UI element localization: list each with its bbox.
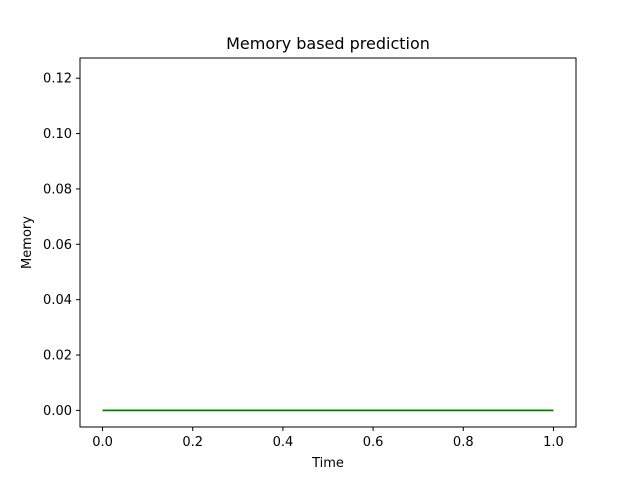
y-tick-label: 0.12 [43, 72, 72, 87]
x-tick-label: 0.6 [363, 435, 384, 450]
plot-area [79, 57, 577, 428]
x-tick-label: 0.2 [182, 435, 203, 450]
y-tick-label: 0.02 [43, 349, 72, 364]
y-tick-label: 0.00 [43, 404, 72, 419]
y-tick-label: 0.04 [43, 293, 72, 308]
x-axis-label: Time [311, 456, 344, 471]
chart-title: Memory based prediction [226, 34, 430, 53]
y-axis-label: Memory [20, 216, 35, 269]
x-tick-label: 0.4 [273, 435, 294, 450]
x-tick-label: 0.0 [92, 435, 113, 450]
x-tick-label: 1.0 [543, 435, 564, 450]
y-tick-label: 0.06 [43, 238, 72, 253]
y-tick-label: 0.10 [43, 127, 72, 142]
x-axis-ticks: 0.0 0.2 0.4 0.6 0.8 1.0 [92, 427, 564, 450]
plot-frame [79, 57, 577, 428]
y-tick-label: 0.08 [43, 182, 72, 197]
y-axis-ticks: 0.00 0.02 0.04 0.06 0.08 0.10 0.12 [43, 72, 80, 419]
plot-background [80, 58, 576, 427]
x-tick-label: 0.8 [453, 435, 474, 450]
